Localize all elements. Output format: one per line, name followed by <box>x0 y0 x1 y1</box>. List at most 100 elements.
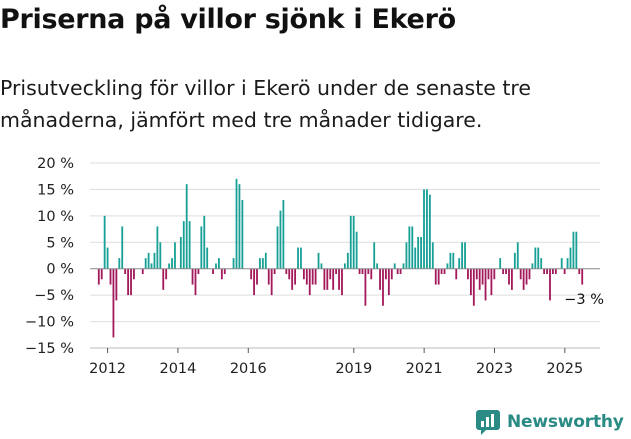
bar <box>150 263 153 269</box>
bar <box>390 268 393 280</box>
bar <box>115 268 118 301</box>
bar <box>472 268 475 306</box>
x-tick-label: 2016 <box>230 361 267 375</box>
bar <box>505 268 507 274</box>
bar <box>335 268 338 274</box>
bar <box>220 268 223 280</box>
bar <box>165 268 168 280</box>
y-tick-label: −5 % <box>34 288 74 304</box>
bar <box>191 268 194 285</box>
bar <box>238 184 241 269</box>
bar <box>103 215 106 269</box>
bar <box>499 258 502 269</box>
bar <box>106 247 109 269</box>
bar <box>223 268 226 274</box>
bar <box>159 242 162 269</box>
bar <box>185 184 188 269</box>
bar <box>285 268 288 274</box>
bar <box>355 231 358 269</box>
bar <box>171 258 173 269</box>
bar <box>569 247 572 269</box>
y-tick-label: 20 % <box>37 156 74 172</box>
bar <box>124 268 127 274</box>
bar <box>502 268 505 274</box>
bar <box>543 268 546 274</box>
bar <box>153 252 156 269</box>
bar <box>446 263 449 269</box>
bar <box>109 268 112 285</box>
bar <box>417 237 420 269</box>
bar <box>188 221 191 269</box>
bar <box>241 200 244 269</box>
bar <box>141 268 144 274</box>
bar <box>534 247 537 269</box>
bar <box>197 268 200 274</box>
bar <box>297 247 299 269</box>
bar <box>338 268 340 290</box>
bar <box>572 231 575 269</box>
bar <box>156 226 159 269</box>
bar <box>414 247 417 269</box>
bar <box>493 268 496 280</box>
bar <box>203 215 206 269</box>
y-tick-label: 5 % <box>46 235 74 251</box>
bar <box>218 258 220 269</box>
bar <box>516 242 519 269</box>
bar <box>426 189 428 269</box>
bar <box>358 268 361 274</box>
bar <box>428 194 431 269</box>
bar <box>323 268 326 290</box>
bar <box>361 268 364 274</box>
bar <box>314 268 317 285</box>
last-value-label: −3 % <box>564 292 604 308</box>
bar <box>478 268 481 290</box>
bar <box>411 226 414 269</box>
bar <box>168 263 171 269</box>
x-tick-label: 2014 <box>159 361 196 375</box>
bar <box>256 268 258 285</box>
bar <box>487 268 490 280</box>
bar <box>291 268 294 290</box>
bar <box>469 268 472 296</box>
bar <box>232 258 235 269</box>
bar <box>522 268 525 290</box>
bar <box>566 258 569 269</box>
bar <box>560 258 563 269</box>
bar <box>458 258 461 269</box>
bar <box>112 268 115 338</box>
bar <box>511 268 513 290</box>
bar <box>382 268 384 306</box>
bar <box>525 268 528 285</box>
bar <box>329 268 332 280</box>
bar <box>200 226 203 269</box>
bar <box>194 268 197 296</box>
bar <box>279 210 282 269</box>
bar <box>546 268 548 274</box>
bar <box>405 242 408 269</box>
bar <box>121 226 124 269</box>
bar <box>270 268 273 296</box>
bar <box>305 268 308 285</box>
bar <box>481 268 484 285</box>
bar <box>302 268 305 280</box>
bar <box>273 268 276 274</box>
y-tick-label: 0 % <box>46 262 74 278</box>
newsworthy-logo[interactable]: Newsworthy <box>475 406 624 438</box>
bar <box>282 200 285 269</box>
bar <box>540 258 543 269</box>
bar <box>326 268 329 290</box>
bar <box>420 237 422 269</box>
bar <box>212 268 214 274</box>
bar <box>402 263 405 269</box>
y-tick-label: −15 % <box>25 341 74 357</box>
x-tick-label: 2012 <box>89 361 126 375</box>
bar <box>531 263 534 269</box>
bar <box>127 268 129 296</box>
bar <box>206 247 209 269</box>
bar <box>174 242 176 269</box>
bar <box>399 268 402 274</box>
bar <box>215 263 217 269</box>
chart-subtitle: Prisutveckling för villor i Ekerö under … <box>0 76 532 132</box>
bar <box>253 268 255 296</box>
bar <box>443 268 446 274</box>
